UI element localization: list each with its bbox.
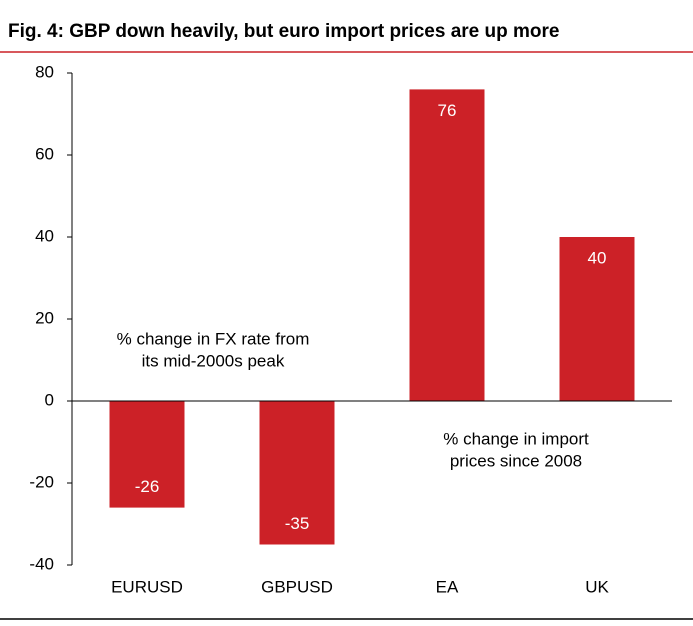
annotation: prices since 2008: [450, 451, 582, 470]
y-tick-label: -40: [29, 554, 54, 573]
y-tick-label: 20: [35, 308, 54, 327]
x-tick-label: UK: [585, 577, 609, 596]
y-tick-label: 0: [45, 390, 54, 409]
y-tick-label: 80: [35, 62, 54, 81]
bar: [109, 401, 185, 508]
bar: [559, 237, 635, 401]
data-label: 76: [438, 101, 457, 120]
annotation: % change in import: [443, 429, 589, 448]
data-label: -26: [135, 477, 160, 496]
bar: [259, 401, 335, 545]
x-tick-label: EA: [436, 577, 459, 596]
x-tick-label: EURUSD: [111, 577, 183, 596]
x-tick-label: GBPUSD: [261, 577, 333, 596]
annotation: % change in FX rate from: [117, 329, 310, 348]
y-tick-label: 40: [35, 226, 54, 245]
annotation: its mid-2000s peak: [142, 351, 285, 370]
chart-title: Fig. 4: GBP down heavily, but euro impor…: [8, 21, 559, 42]
data-label: -35: [285, 514, 310, 533]
data-label: 40: [588, 248, 607, 267]
y-tick-label: 60: [35, 144, 54, 163]
y-tick-label: -20: [29, 472, 54, 491]
bar: [409, 89, 485, 402]
